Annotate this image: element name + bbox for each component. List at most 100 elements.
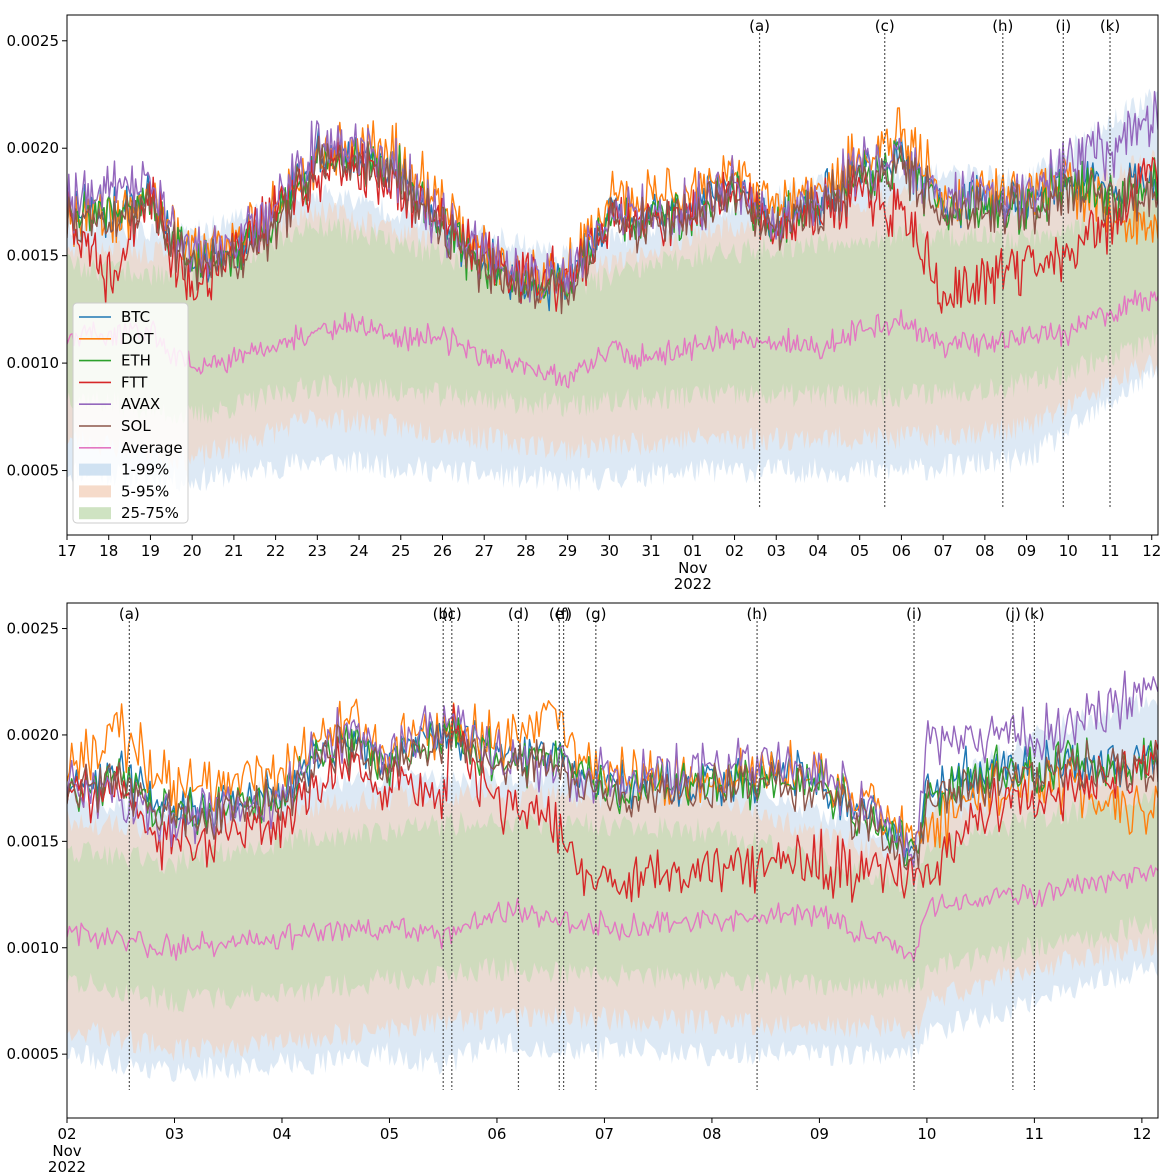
- x-axis-top: 17 18 19 20 21 22 23 24 25 26 27 28 29 30 31 01 02 03 04 05…: [57, 535, 1161, 593]
- y-axis-top: 0.0005 0.0010 0.0015 0.0020 0.0025: [7, 32, 67, 480]
- x-tick-label: 26: [433, 542, 452, 560]
- y-tick-label: 0.0025: [7, 620, 60, 638]
- x-tick-label: 11: [1025, 1125, 1044, 1143]
- event-label: (k): [1100, 17, 1120, 35]
- y-tick-label: 0.0020: [7, 726, 60, 744]
- series-average: [67, 289, 1158, 389]
- band-25-75%: [67, 787, 1158, 1013]
- x-tick-label: 11: [1100, 542, 1119, 560]
- chart-bottom: (a) (b)(c) (d) (e)(f) (g) (h) (i) (j) (k) 0.0005…: [7, 602, 1159, 1176]
- legend-swatch: [79, 507, 111, 520]
- legend-swatch: [79, 485, 111, 498]
- x-tick-label: 17: [57, 542, 76, 560]
- y-tick-label: 0.0020: [7, 139, 60, 157]
- x-tick-label: 23: [308, 542, 327, 560]
- x-tick-label: 29: [558, 542, 577, 560]
- x-tick-label: 06: [487, 1125, 506, 1143]
- event-label: (i): [1055, 17, 1071, 35]
- x-tick-label: 28: [516, 542, 535, 560]
- legend-label: Average: [121, 439, 183, 457]
- series-lines-top: [67, 91, 1158, 389]
- legend-label: BTC: [121, 308, 150, 326]
- x-tick-label: 06: [892, 542, 911, 560]
- legend-label: ETH: [121, 352, 151, 370]
- x-tick-label: 01: [683, 542, 702, 560]
- x-tick-label: 31: [642, 542, 661, 560]
- x-tick-label: 09: [1017, 542, 1036, 560]
- x-tick-label: 08: [702, 1125, 721, 1143]
- series-ftt: [67, 703, 1158, 903]
- x-tick-label: 10: [1059, 542, 1078, 560]
- y-axis-bottom: 0.0005 0.0010 0.0015 0.0020 0.0025: [7, 620, 67, 1063]
- event-label: (b): [433, 605, 454, 623]
- x-sublabel: Nov: [52, 1142, 81, 1160]
- event-label: (j): [1005, 605, 1021, 623]
- x-sublabel: Nov: [678, 559, 707, 577]
- x-tick-label: 20: [183, 542, 202, 560]
- y-tick-label: 0.0010: [7, 354, 60, 372]
- event-label: (i): [906, 605, 922, 623]
- x-tick-label: 03: [165, 1125, 184, 1143]
- x-tick-label: 08: [975, 542, 994, 560]
- plot-frame-top: [66, 14, 1159, 536]
- event-label: (e): [549, 605, 570, 623]
- x-tick-label: 30: [600, 542, 619, 560]
- event-label: (c): [875, 17, 895, 35]
- x-tick-label: 04: [272, 1125, 291, 1143]
- x-tick-label: 12: [1132, 1125, 1151, 1143]
- x-tick-label: 04: [808, 542, 827, 560]
- legend-label: FTT: [121, 373, 148, 391]
- event-label: (h): [746, 605, 767, 623]
- event-markers-top: (a) (c) (h) (i) (k): [749, 17, 1120, 507]
- y-tick-label: 0.0025: [7, 32, 60, 50]
- x-sublabel: 2022: [48, 1158, 86, 1176]
- event-label: (a): [749, 17, 770, 35]
- x-tick-label: 07: [595, 1125, 614, 1143]
- y-tick-label: 0.0015: [7, 247, 60, 265]
- series-sol: [67, 135, 1158, 315]
- x-tick-label: 24: [349, 542, 368, 560]
- series-dot: [67, 698, 1158, 853]
- event-label: (a): [119, 605, 140, 623]
- series-average: [67, 864, 1158, 962]
- x-tick-label: 09: [810, 1125, 829, 1143]
- x-tick-label: 05: [850, 542, 869, 560]
- x-tick-label: 05: [380, 1125, 399, 1143]
- x-tick-label: 12: [1142, 542, 1161, 560]
- legend-label: DOT: [121, 330, 154, 348]
- x-tick-label: 03: [767, 542, 786, 560]
- x-tick-label: 07: [934, 542, 953, 560]
- chart-top: (a) (c) (h) (i) (k) 0.0005 0.0010 0.0015 0.0020…: [7, 14, 1161, 593]
- series-sol: [67, 724, 1158, 871]
- legend-label: 5-95%: [121, 482, 169, 500]
- x-tick-label: 19: [141, 542, 160, 560]
- x-sublabel: 2022: [674, 575, 712, 593]
- event-label: (c): [442, 605, 462, 623]
- percentile-bands-bottom: [67, 693, 1158, 1083]
- y-tick-label: 0.0010: [7, 939, 60, 957]
- legend-swatch: [79, 463, 111, 476]
- x-tick-label: 02: [725, 542, 744, 560]
- x-tick-label: 21: [224, 542, 243, 560]
- legend-label: SOL: [121, 417, 151, 435]
- series-lines-bottom: [67, 670, 1158, 962]
- legend-label: 1-99%: [121, 461, 169, 479]
- series-ftt: [67, 142, 1158, 314]
- y-tick-label: 0.0005: [7, 1045, 60, 1063]
- y-tick-label: 0.0005: [7, 462, 60, 480]
- x-tick-label: 10: [917, 1125, 936, 1143]
- x-tick-label: 22: [266, 542, 285, 560]
- y-tick-label: 0.0015: [7, 832, 60, 850]
- legend-label: AVAX: [121, 395, 160, 413]
- x-tick-label: 27: [475, 542, 494, 560]
- event-label: (g): [585, 605, 606, 623]
- event-label: (f): [555, 605, 572, 623]
- event-label: (d): [508, 605, 529, 623]
- x-tick-label: 02: [57, 1125, 76, 1143]
- legend: BTC DOT ETH FTT AVAX SOL Average 1-99% 5-95% 25-7…: [72, 302, 189, 524]
- event-label: (h): [992, 17, 1013, 35]
- legend-label: 25-75%: [121, 504, 179, 522]
- plot-frame-bottom: [66, 602, 1159, 1119]
